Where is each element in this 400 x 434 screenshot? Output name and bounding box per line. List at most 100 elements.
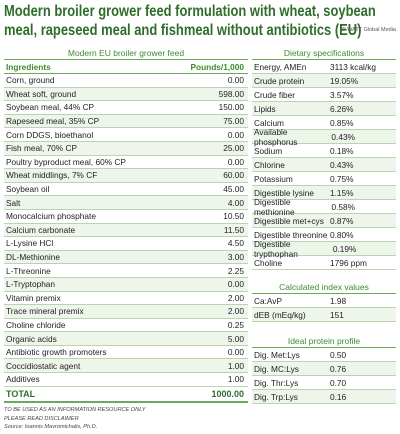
cell: 1.98 <box>330 295 347 306</box>
cell: L-Threonine <box>6 265 51 276</box>
table-caption: Calculated index values <box>252 280 396 294</box>
table-row: Wheat soft, ground 598.00 <box>4 87 248 102</box>
table-row: Dig. Thr:Lys 0.70 <box>252 376 396 390</box>
cell: Chlorine <box>254 159 285 170</box>
cell: 0.00 <box>227 347 244 358</box>
table-row: Dig. MC:Lys 0.76 <box>252 362 396 376</box>
cell: 75.00 <box>223 116 244 127</box>
cell: 150.00 <box>218 102 244 113</box>
cell: 151 <box>330 309 344 320</box>
cell: 0.19% <box>332 243 357 254</box>
table-row: L-Lysine HCl 4.50 <box>4 237 248 251</box>
table-caption: Dietary specifications <box>252 46 396 60</box>
cell: 2.00 <box>227 306 244 317</box>
table-row: TOTAL 1000.00 <box>4 387 248 403</box>
table-row: Trace mineral premix 2.00 <box>4 305 248 319</box>
cell: Vitamin premix <box>6 292 61 303</box>
table-row: Digestible lysine 1.15% <box>252 186 396 200</box>
cell: Corn DDGS, bioethanol <box>6 129 94 140</box>
cell: Crude fiber <box>254 89 296 100</box>
cell: 45.00 <box>223 184 244 195</box>
table-caption: Modern EU broiler grower feed <box>4 46 248 60</box>
cell: 0.76 <box>330 363 347 374</box>
cell: 1000.00 <box>211 388 244 399</box>
cell: Digestible trypthophan <box>254 238 298 259</box>
table-row: Monocalcium phosphate 10.50 <box>4 210 248 224</box>
table-row: Ingredients Pounds/1,000 <box>4 60 248 74</box>
notes: TO BE USED AS AN INFORMATION RESOURCE ON… <box>4 406 146 432</box>
cell: Digestible methionine <box>254 196 295 217</box>
table-row: L-Tryptophan 0.00 <box>4 277 248 292</box>
cell: Rapeseed meal, 35% CP <box>6 116 100 127</box>
cell: 0.87% <box>330 215 354 226</box>
cell: dEB (mEq/kg) <box>254 309 306 320</box>
cell: 0.58% <box>331 201 355 212</box>
cell: 19.05% <box>330 75 359 86</box>
table-caption: Ideal protein profile <box>252 334 396 348</box>
cell: Dig. Thr:Lys <box>254 377 299 388</box>
cell: Trace mineral premix <box>6 306 84 317</box>
cell: 1796 ppm <box>330 257 367 268</box>
cell: 0.80% <box>330 229 354 240</box>
note: PLEASE READ DISCLAIMER <box>4 415 79 422</box>
cell: 3113 kcal/kg <box>330 61 376 72</box>
table-row: Additives 1.00 <box>4 373 248 387</box>
cell: 1.00 <box>227 360 244 371</box>
cell: Crude protein <box>254 75 305 86</box>
cell: 0.85% <box>330 117 354 128</box>
cell: 4.00 <box>227 197 244 208</box>
table-row: Choline chloride 0.25 <box>4 319 248 333</box>
table-row: Crude protein 19.05% <box>252 74 396 88</box>
cell: L-Lysine HCl <box>6 238 54 249</box>
cell: 3.57% <box>330 89 354 100</box>
cell: Dig. Trp:Lys <box>254 391 298 402</box>
table-row: Dig. Met:Lys 0.50 <box>252 348 396 362</box>
cell: Coccidiostatic agent <box>6 360 81 371</box>
cell: 0.16 <box>330 391 347 402</box>
table-row: Ca:AvP 1.98 <box>252 294 396 308</box>
cell: 0.75% <box>330 173 354 184</box>
table-row: DL-Methionine 3.00 <box>4 250 248 265</box>
table-row: Calcium carbonate 11.50 <box>4 223 248 238</box>
table-row: Crude fiber 3.57% <box>252 88 396 102</box>
note: Source: Ioannis Mavromichalis, Ph.D. <box>4 424 98 431</box>
cell: 1.15% <box>330 187 354 198</box>
cell: Corn, ground <box>6 75 55 86</box>
table-row: Calcium 0.85% <box>252 116 396 130</box>
cell: Dig. MC:Lys <box>254 363 299 374</box>
table-row: L-Threonine 2.25 <box>4 264 248 278</box>
index-table: Calculated index values Ca:AvP 1.98 dEB (mE… <box>252 280 396 322</box>
table-row: Soybean meal, 44% CP 150.00 <box>4 101 248 115</box>
table-row: Digestible methionine 0.58% <box>252 196 396 217</box>
cell: 0.00 <box>227 129 244 140</box>
cell: 0.00 <box>227 279 244 290</box>
table-row: Salt 4.00 <box>4 196 248 210</box>
cell: Salt <box>6 197 21 208</box>
table-row: Sodium 0.18% <box>252 144 396 158</box>
cell: 0.43% <box>331 131 355 142</box>
table-row: dEB (mEq/kg) 151 <box>252 308 396 322</box>
cell: Poultry byproduct meal, 60% CP <box>6 156 126 167</box>
table-row: Dig. Trp:Lys 0.16 <box>252 390 396 404</box>
cell: 60.00 <box>223 170 244 181</box>
table-row: Rapeseed meal, 35% CP 75.00 <box>4 114 248 129</box>
cell: 25.00 <box>223 143 244 154</box>
cell: 3.00 <box>227 252 244 263</box>
table-row: Antibiotic growth promoters 0.00 <box>4 346 248 360</box>
cell: Dig. Met:Lys <box>254 349 300 360</box>
cell: 11.50 <box>223 224 244 235</box>
cell: Soybean meal, 44% CP <box>6 102 95 113</box>
note: TO BE USED AS AN INFORMATION RESOURCE ON… <box>4 407 146 413</box>
cell: Wheat soft, ground <box>6 88 77 99</box>
table-row: Poultry byproduct meal, 60% CP 0.00 <box>4 156 248 170</box>
cell: 0.43% <box>330 159 354 170</box>
table-row: Corn, ground 0.00 <box>4 74 248 88</box>
cell: 0.25 <box>227 319 244 330</box>
table-row: Digestible met+cys 0.87% <box>252 214 396 228</box>
cell: 598.00 <box>218 88 244 99</box>
cell: Antibiotic growth promoters <box>6 347 107 358</box>
cell: Fish meal, 70% CP <box>6 143 78 154</box>
cell: Monocalcium phosphate <box>6 211 96 222</box>
cell: 4.50 <box>227 238 244 249</box>
